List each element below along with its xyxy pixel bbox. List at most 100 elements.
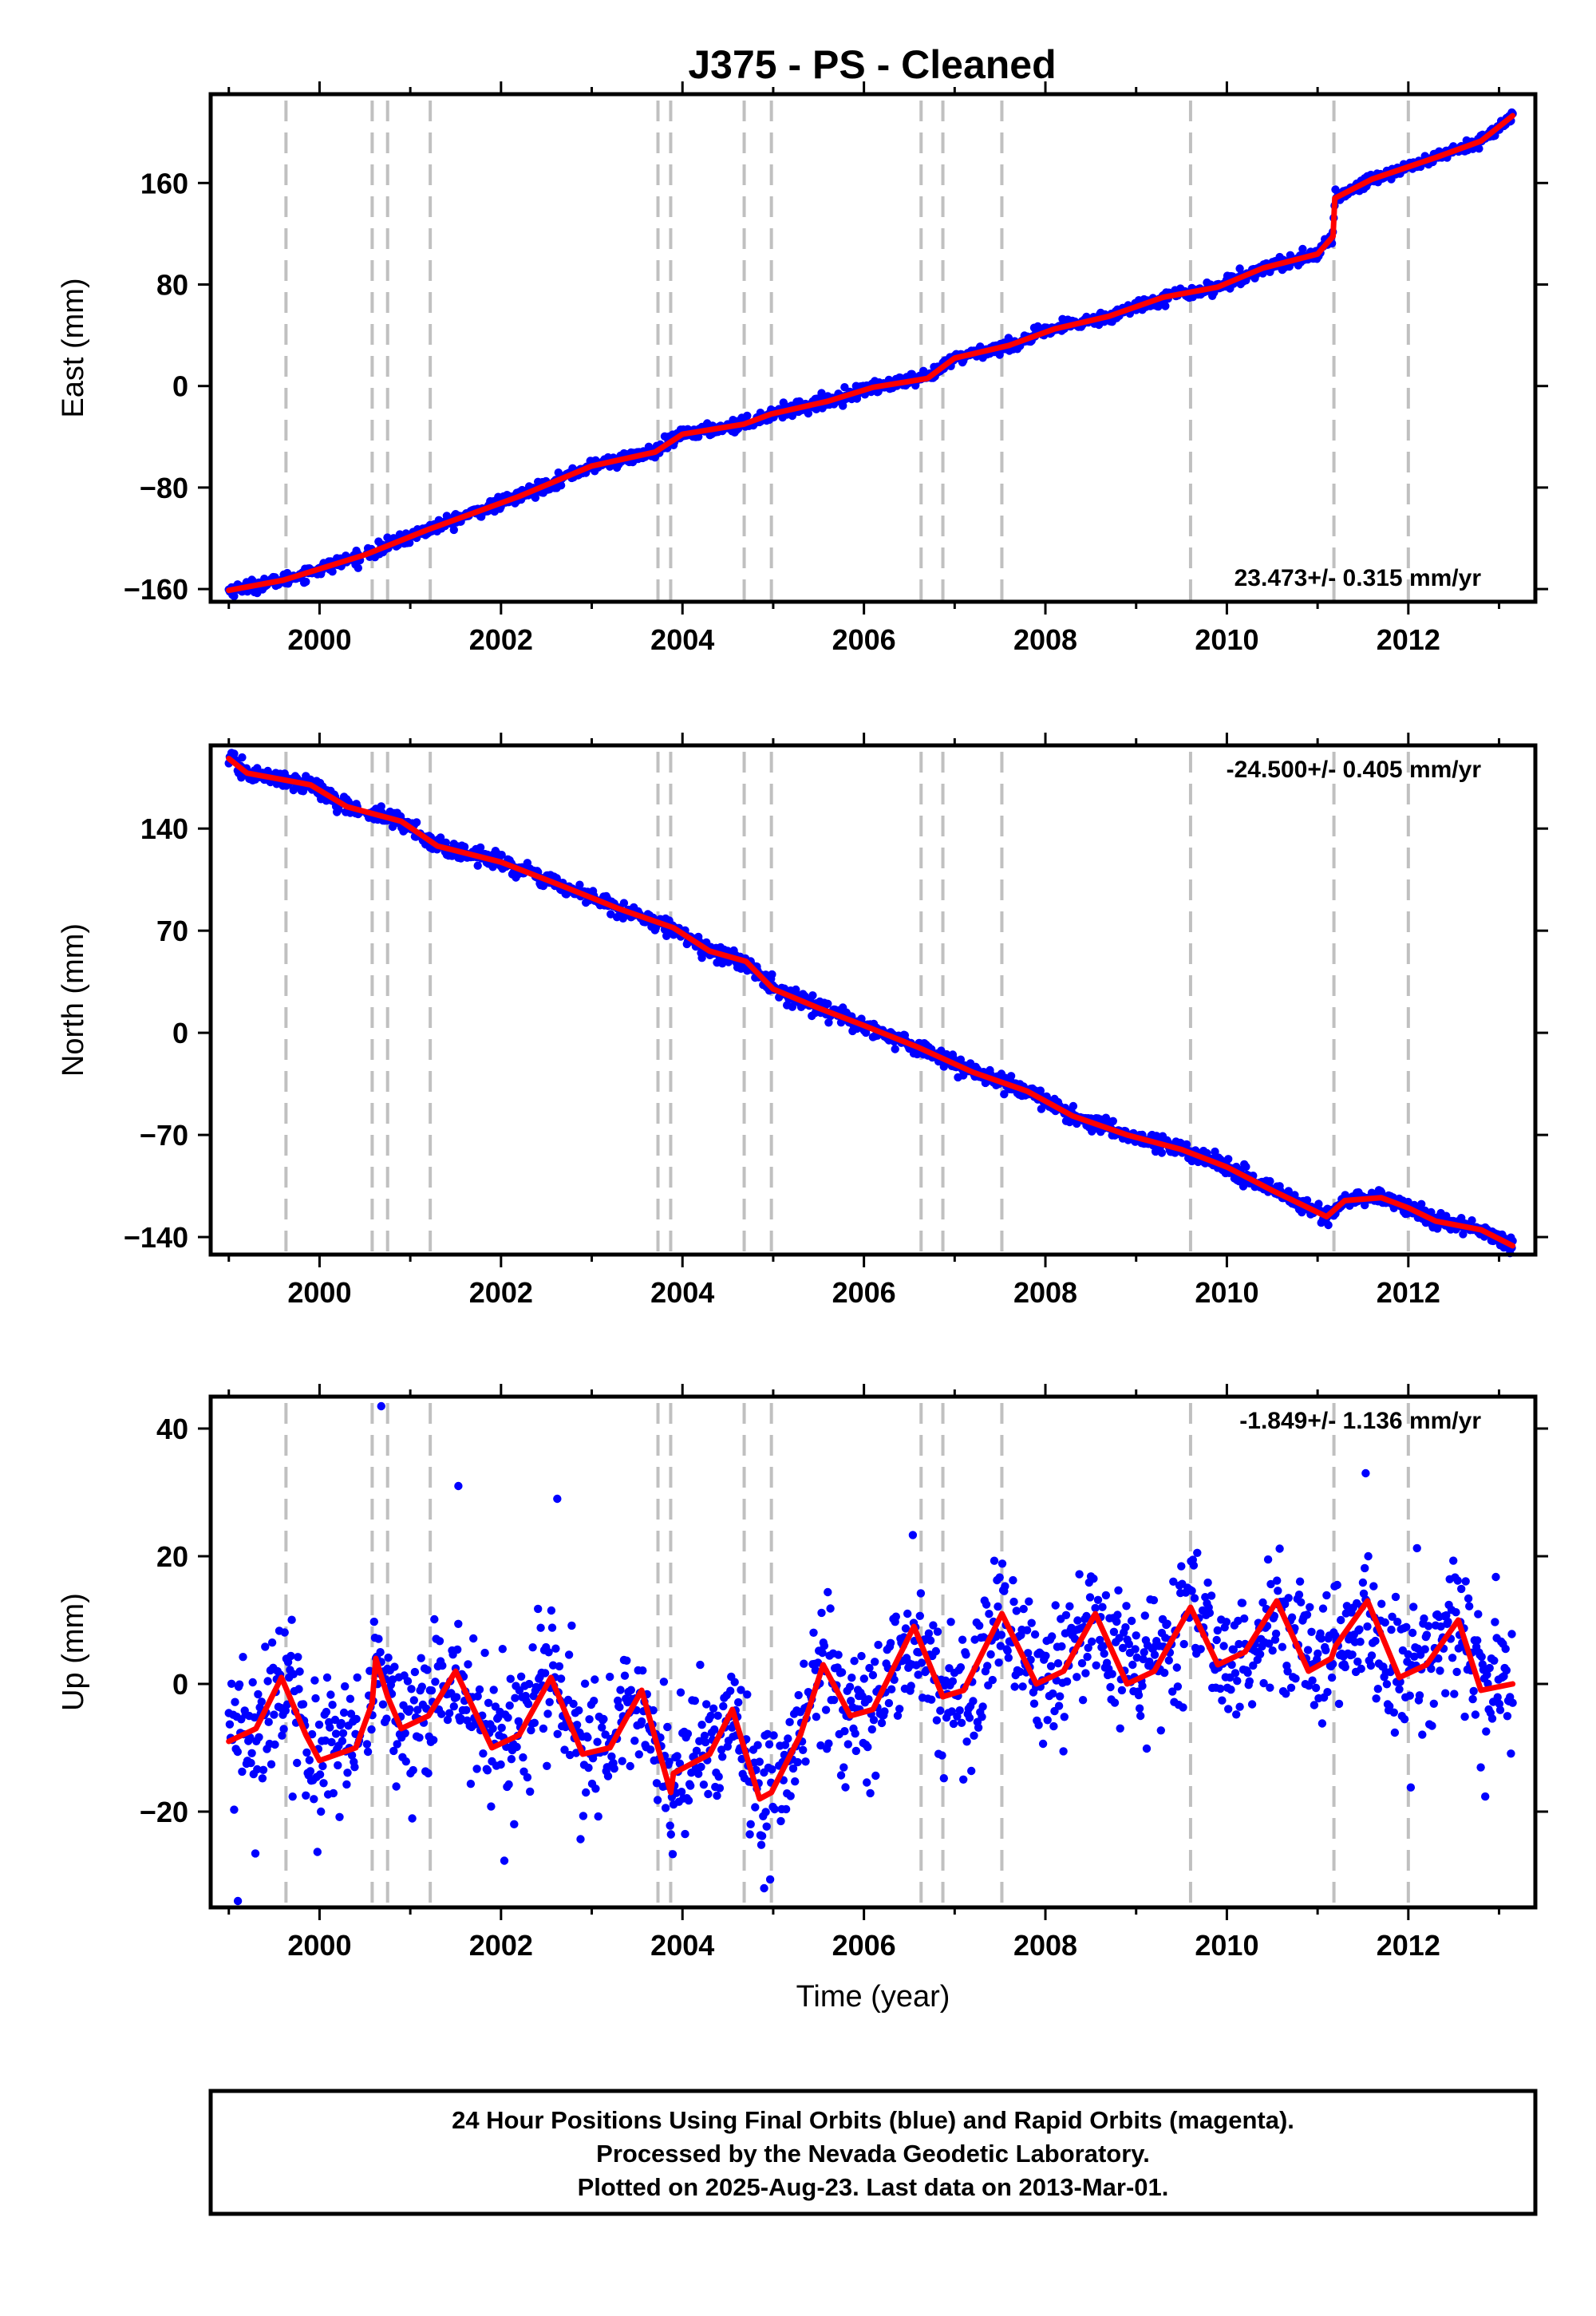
up-data-point <box>1391 1592 1400 1602</box>
up-data-point <box>753 1741 762 1749</box>
up-data-point <box>257 1697 266 1706</box>
north-data-point <box>1377 1188 1386 1197</box>
up-data-point <box>496 1760 505 1769</box>
up-data-point <box>1274 1587 1282 1595</box>
up-data-point <box>1501 1644 1510 1654</box>
up-data-point <box>677 1788 686 1796</box>
up-data-point <box>781 1804 791 1814</box>
up-data-point <box>1434 1654 1443 1663</box>
up-data-point <box>880 1707 889 1716</box>
up-data-point <box>298 1700 308 1709</box>
east-data-points <box>224 108 1517 601</box>
up-data-point <box>917 1658 926 1667</box>
up-data-point <box>956 1663 966 1672</box>
up-data-point <box>1118 1643 1128 1653</box>
up-data-point <box>1265 1639 1274 1648</box>
up-data-point <box>1390 1728 1400 1737</box>
up-data-point <box>389 1746 398 1756</box>
up-data-point <box>1508 1698 1517 1707</box>
up-data-point <box>979 1633 988 1642</box>
up-data-point <box>1233 1677 1242 1686</box>
up-data-point <box>1485 1663 1494 1673</box>
up-data-point <box>555 1662 564 1671</box>
up-data-point <box>988 1675 998 1685</box>
up-data-point <box>704 1789 713 1799</box>
up-data-point <box>1474 1610 1483 1618</box>
up-data-point <box>1327 1673 1337 1682</box>
up-data-point <box>1310 1701 1319 1709</box>
up-data-point <box>401 1729 409 1737</box>
up-rate-annotation: -1.849+/- 1.136 mm/yr <box>1239 1408 1481 1434</box>
north-x-tick-label: 2000 <box>287 1276 351 1309</box>
up-data-point <box>278 1731 286 1740</box>
up-data-point <box>603 1772 613 1780</box>
up-data-point <box>511 1694 519 1702</box>
up-data-point <box>866 1788 875 1798</box>
up-data-point <box>1132 1653 1142 1662</box>
up-data-point <box>924 1629 934 1638</box>
up-data-point <box>506 1674 515 1683</box>
up-data-point <box>544 1648 553 1657</box>
up-data-point <box>1258 1598 1267 1607</box>
north-data-point <box>497 851 506 860</box>
up-x-tick-label: 2010 <box>1195 1929 1258 1962</box>
up-data-point <box>757 1832 767 1840</box>
up-data-point <box>1275 1544 1284 1553</box>
up-data-point <box>908 1531 918 1539</box>
up-data-point <box>472 1765 481 1773</box>
up-data-point <box>536 1623 545 1632</box>
up-data-point <box>295 1667 304 1676</box>
up-data-point <box>1213 1626 1223 1635</box>
up-data-point <box>1224 1705 1233 1713</box>
up-data-point <box>929 1621 938 1630</box>
up-data-point <box>1212 1635 1221 1645</box>
up-data-point <box>653 1796 662 1804</box>
up-data-point <box>1196 1645 1205 1654</box>
up-x-tick-label: 2002 <box>469 1929 533 1962</box>
up-data-point <box>338 1737 347 1745</box>
north-data-point <box>1006 1072 1016 1081</box>
up-data-point <box>634 1750 643 1759</box>
up-data-point <box>622 1656 631 1665</box>
north-data-point <box>1069 1101 1078 1111</box>
up-data-point <box>427 1686 437 1695</box>
up-data-point <box>1361 1563 1369 1573</box>
up-data-point <box>847 1697 855 1705</box>
up-data-point <box>484 1698 493 1707</box>
up-data-point <box>1164 1656 1174 1665</box>
north-data-point <box>1108 1117 1118 1126</box>
up-data-point <box>1061 1611 1071 1620</box>
up-data-point <box>737 1686 745 1694</box>
up-data-point <box>1048 1632 1057 1641</box>
up-data-point <box>1389 1708 1399 1717</box>
east-x-tick-label: 2008 <box>1013 623 1077 656</box>
north-data-point <box>891 1045 899 1053</box>
up-data-point <box>1025 1597 1033 1606</box>
up-data-point <box>1121 1622 1130 1632</box>
up-data-point <box>1100 1649 1108 1658</box>
north-data-point <box>788 1002 797 1011</box>
up-data-point <box>1321 1646 1330 1654</box>
up-data-point <box>306 1767 315 1776</box>
up-data-point <box>841 1783 850 1792</box>
up-data-point <box>936 1706 945 1715</box>
up-data-point <box>1043 1716 1052 1725</box>
up-data-point <box>1004 1654 1013 1662</box>
up-data-point <box>1429 1699 1439 1708</box>
north-y-tick-label: −70 <box>140 1119 188 1152</box>
up-data-point <box>734 1697 743 1707</box>
up-data-point <box>1322 1591 1331 1600</box>
up-data-point <box>1371 1636 1380 1646</box>
up-y-tick-label: 40 <box>156 1413 188 1445</box>
north-data-point <box>956 1055 966 1064</box>
up-data-point <box>1245 1677 1254 1686</box>
up-data-point <box>341 1682 350 1691</box>
up-x-tick-label: 2006 <box>832 1929 896 1962</box>
up-data-point <box>1128 1660 1137 1670</box>
up-data-point <box>1355 1625 1364 1634</box>
up-data-point <box>681 1829 689 1839</box>
up-data-point <box>686 1781 695 1790</box>
up-data-point <box>1010 1682 1019 1691</box>
north-x-tick-label: 2006 <box>832 1276 896 1309</box>
up-data-point <box>327 1737 336 1747</box>
